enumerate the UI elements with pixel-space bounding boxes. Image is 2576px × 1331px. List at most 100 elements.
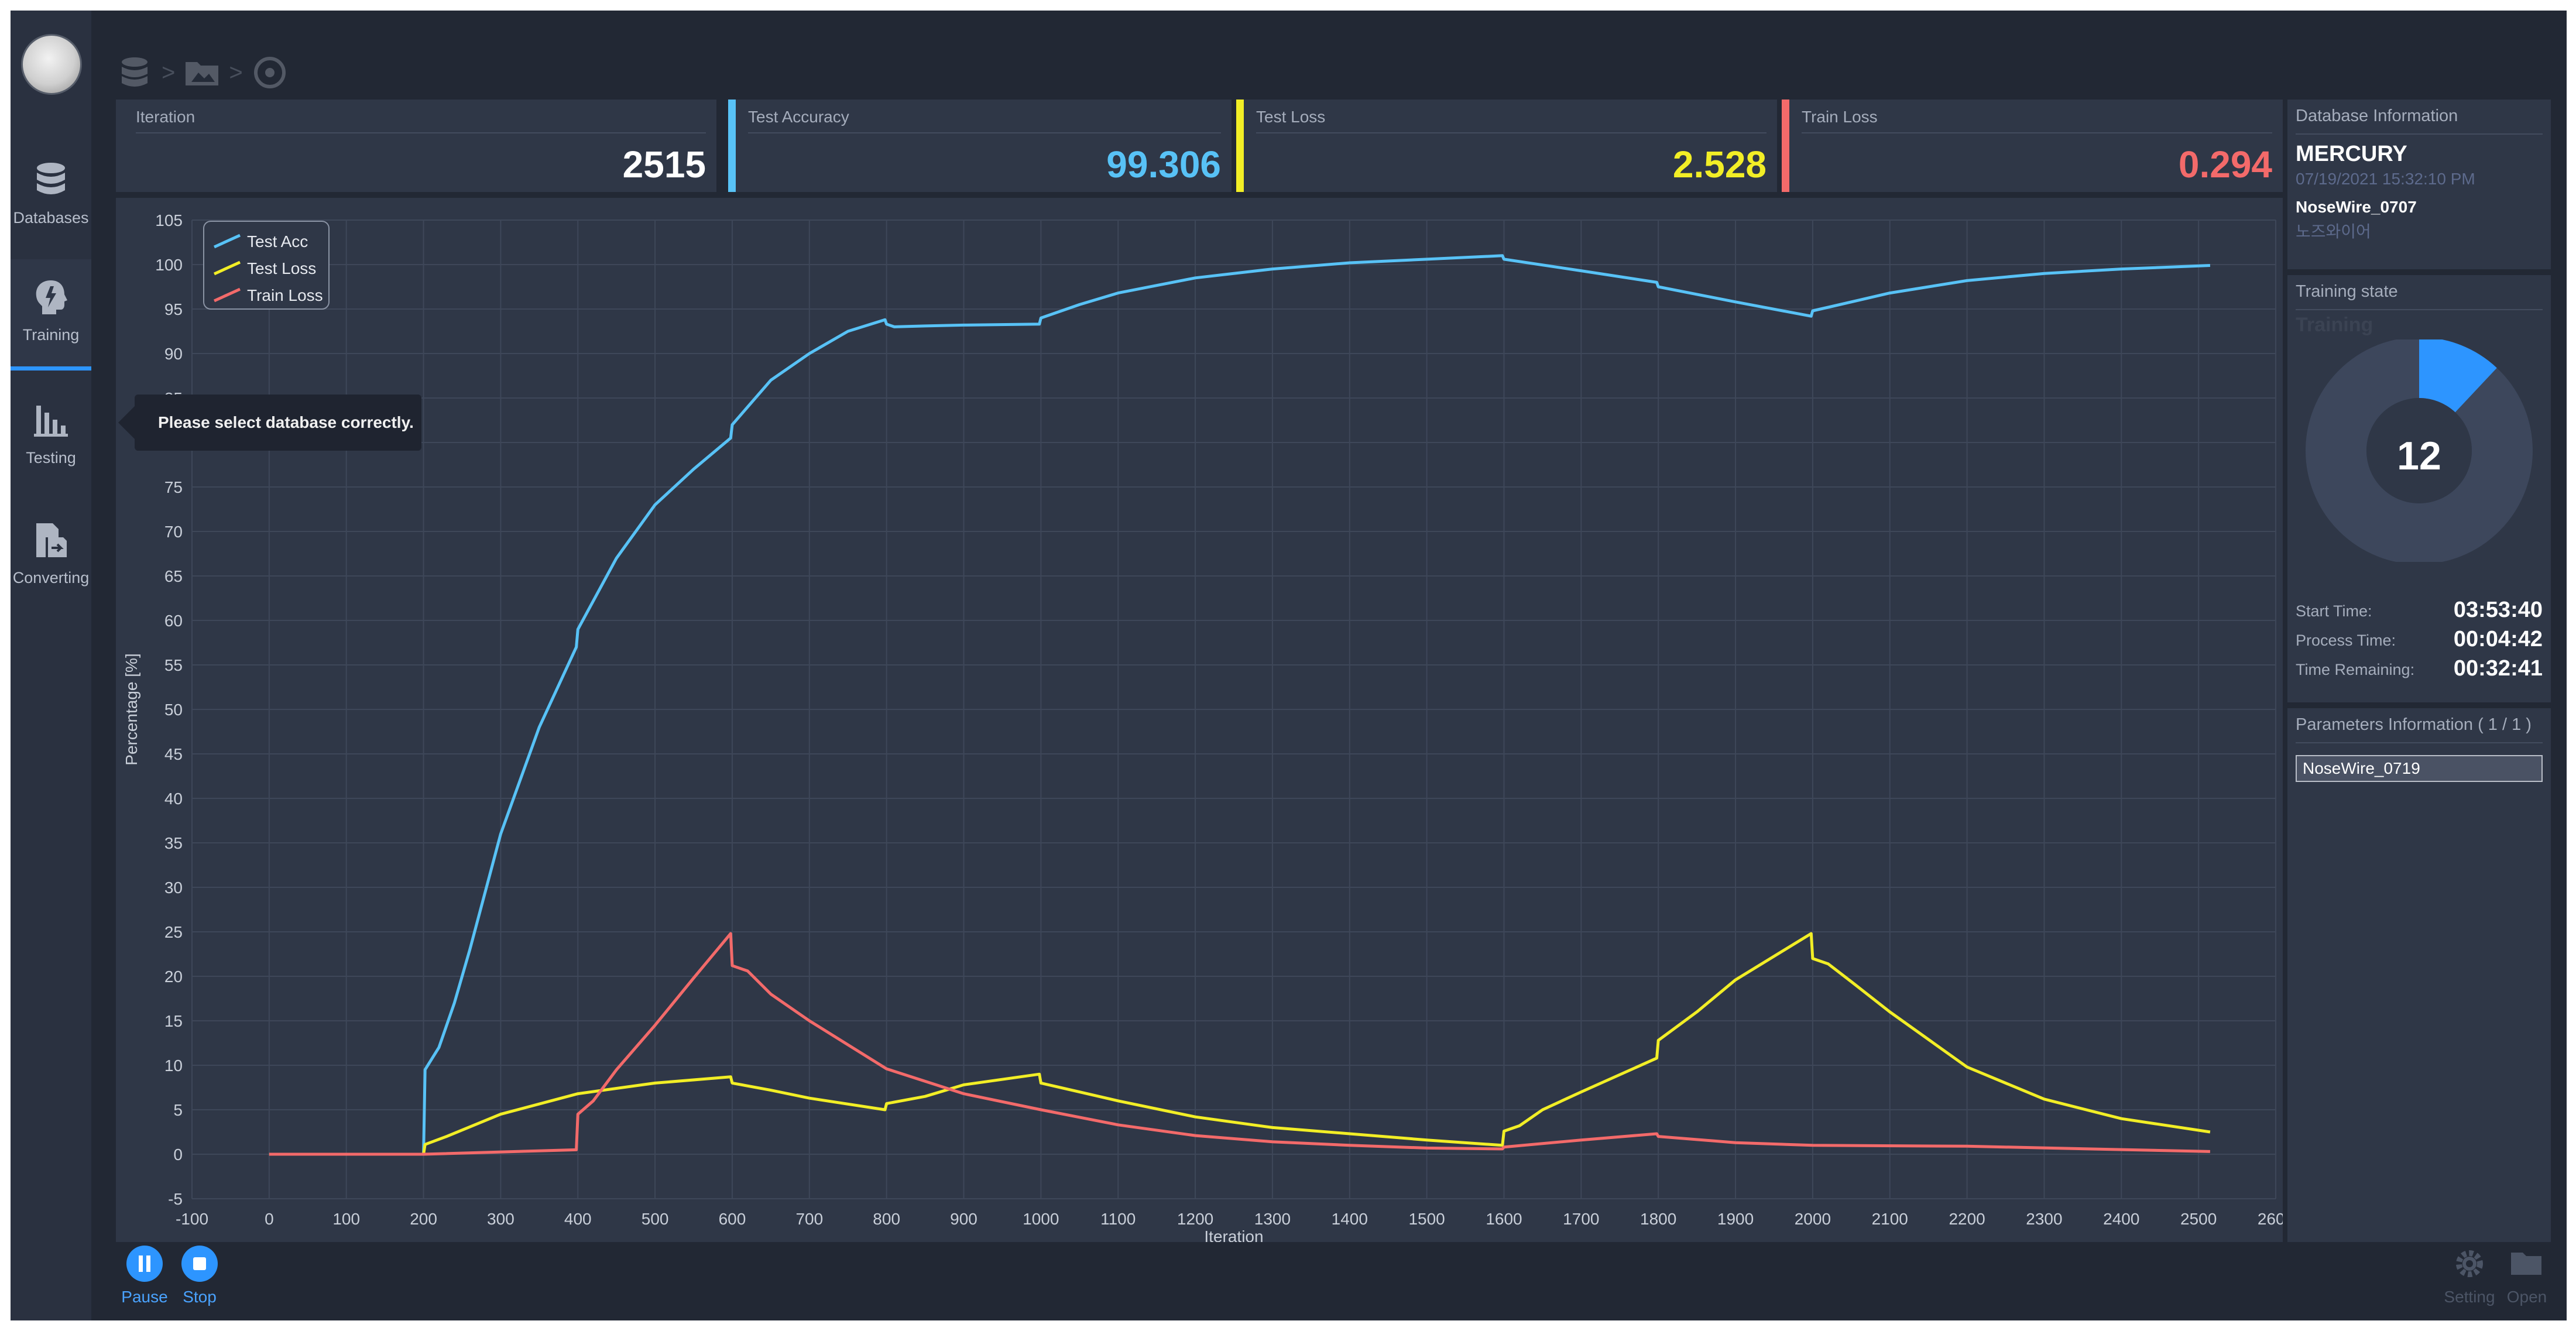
nav-item-converting[interactable]: Converting [11, 502, 91, 613]
image-folder-icon[interactable] [183, 54, 221, 91]
database-warning-tooltip: Please select database correctly. [118, 395, 421, 451]
open-button[interactable]: Open [2495, 1246, 2559, 1306]
breadcrumb: > > [116, 49, 289, 96]
y-tick-label: 75 [164, 478, 183, 496]
x-tick-label: 2100 [1872, 1210, 1908, 1228]
nav-item-testing[interactable]: Testing [11, 382, 91, 493]
y-tick-label: 10 [164, 1056, 183, 1075]
setting-button[interactable]: Setting [2437, 1246, 2502, 1306]
stop-button[interactable]: Stop [167, 1246, 232, 1306]
y-tick-label: 50 [164, 701, 183, 719]
test-loss-label: Test Loss [1256, 108, 1326, 126]
x-tick-label: 2400 [2103, 1210, 2139, 1228]
accent-bar [728, 100, 736, 192]
x-tick-label: 2500 [2180, 1210, 2217, 1228]
y-tick-label: 30 [164, 879, 183, 897]
pause-label: Pause [121, 1288, 168, 1306]
database-icon[interactable] [116, 54, 153, 91]
y-tick-label: 65 [164, 567, 183, 585]
start-time-label: Start Time: [2296, 602, 2372, 620]
breadcrumb-separator: > [162, 59, 176, 85]
accent-bar [1782, 100, 1789, 192]
training-chart[interactable]: -100 0 100 200 300 400 500 600 700 800 900 1000 1100… [116, 198, 2283, 1242]
x-tick-label: 800 [873, 1210, 900, 1228]
iteration-card: Iteration 2515 [116, 100, 716, 192]
process-time-label: Process Time: [2296, 632, 2396, 649]
database-date: 07/19/2021 15:32:10 PM [2296, 170, 2475, 188]
y-tick-label: -5 [168, 1190, 183, 1208]
x-tick-label: 1700 [1563, 1210, 1599, 1228]
x-tick-label: 500 [642, 1210, 669, 1228]
card-divider [1256, 132, 1767, 133]
test-loss-value: 2.528 [1672, 143, 1767, 186]
pause-button[interactable]: Pause [112, 1246, 177, 1306]
legend-entry: Test Acc [247, 232, 308, 251]
y-tick-label: 95 [164, 300, 183, 318]
setting-label: Setting [2444, 1288, 2495, 1306]
training-status: Training [2296, 314, 2373, 336]
folder-icon [2511, 1253, 2541, 1275]
iteration-label: Iteration [136, 108, 195, 126]
legend-entry: Train Loss [247, 286, 323, 304]
x-tick-label: 200 [410, 1210, 437, 1228]
time-remaining-label: Time Remaining: [2296, 661, 2415, 678]
legend-swatch [213, 234, 241, 249]
time-remaining-row: Time Remaining: 00:32:41 [2296, 654, 2543, 684]
accent-bar [1236, 100, 1244, 192]
x-tick-label: -100 [176, 1210, 208, 1228]
y-tick-label: 0 [173, 1145, 183, 1164]
series-line-train-loss [269, 932, 2210, 1156]
x-tick-label: 100 [332, 1210, 360, 1228]
start-time-row: Start Time: 03:53:40 [2296, 596, 2543, 625]
nav-label-databases: Databases [13, 209, 89, 227]
card-divider [136, 132, 706, 133]
x-tick-label: 1600 [1486, 1210, 1522, 1228]
bar-chart-icon [34, 406, 68, 437]
legend-swatch [213, 260, 241, 276]
card-divider [748, 132, 1221, 133]
app-window: Databases Training Testing [11, 11, 2567, 1320]
time-remaining-value: 00:32:41 [2453, 656, 2543, 681]
brain-settings-icon[interactable] [251, 54, 289, 91]
y-tick-label: 5 [173, 1101, 183, 1119]
x-tick-label: 1000 [1023, 1210, 1059, 1228]
database-name: MERCURY [2296, 142, 2407, 166]
train-loss-card: Train Loss 0.294 [1782, 100, 2283, 192]
pause-icon [126, 1246, 163, 1282]
test-accuracy-label: Test Accuracy [748, 108, 849, 126]
series-line-test-loss [269, 932, 2211, 1156]
y-tick-label: 15 [164, 1012, 183, 1030]
x-tick-label: 400 [564, 1210, 592, 1228]
legend-entry: Test Loss [247, 259, 316, 277]
stop-label: Stop [183, 1288, 217, 1306]
train-loss-label: Train Loss [1802, 108, 1878, 126]
nav-label-testing: Testing [26, 449, 76, 466]
nav-item-training[interactable]: Training [11, 259, 91, 371]
gear-icon [2456, 1250, 2483, 1277]
y-tick-label: 40 [164, 790, 183, 808]
y-tick-label: 60 [164, 612, 183, 630]
y-axis-label: Percentage [%] [122, 653, 140, 765]
x-tick-label: 1500 [1408, 1210, 1445, 1228]
x-tick-label: 1800 [1640, 1210, 1676, 1228]
training-chart-panel: -100 0 100 200 300 400 500 600 700 800 900 1000 1100… [116, 198, 2283, 1242]
nav-item-databases[interactable]: Databases [11, 142, 91, 253]
iteration-value: 2515 [622, 143, 706, 186]
process-time-row: Process Time: 00:04:42 [2296, 625, 2543, 654]
parameters-info-panel: Parameters Information ( 1 / 1 ) NoseWir… [2287, 708, 2551, 1242]
brain-icon [36, 280, 67, 314]
stop-icon [181, 1246, 218, 1282]
nav-label-training: Training [22, 326, 80, 344]
parameters-info-header: Parameters Information ( 1 / 1 ) [2296, 715, 2543, 743]
y-tick-label: 105 [155, 211, 183, 229]
test-accuracy-value: 99.306 [1106, 143, 1221, 186]
y-tick-label: 45 [164, 745, 183, 763]
progress-value: 12 [2397, 434, 2441, 478]
donut-center [2366, 398, 2472, 503]
start-time-value: 03:53:40 [2453, 598, 2543, 622]
x-axis-label: Iteration [1204, 1227, 1263, 1242]
progress-donut [2306, 339, 2533, 562]
avatar[interactable] [21, 34, 82, 95]
x-tick-label: 1200 [1177, 1210, 1213, 1228]
parameter-list-item[interactable]: NoseWire_0719 [2296, 755, 2543, 782]
